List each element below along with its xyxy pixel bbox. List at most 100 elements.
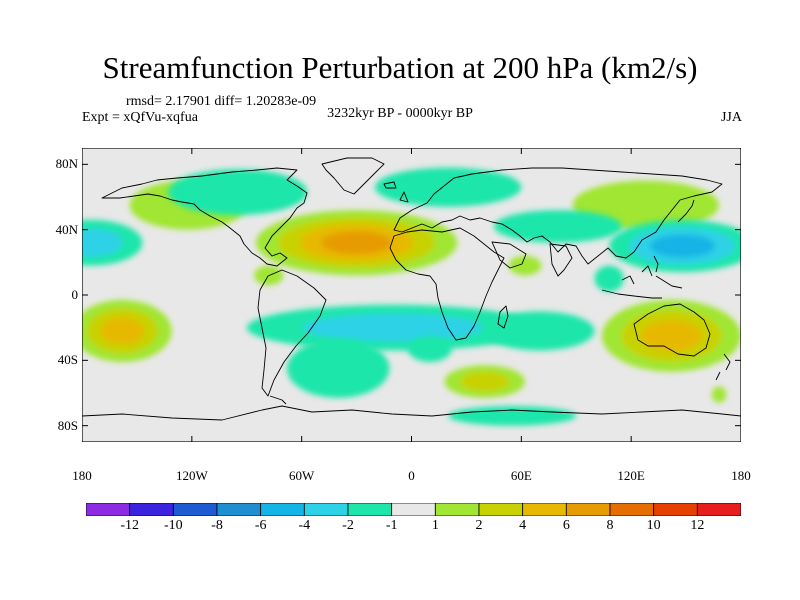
lon-label: 0 [408, 468, 415, 483]
contour-level-1 [508, 255, 542, 276]
anomaly-arabian-sea-high [508, 255, 542, 276]
colorbar-swatch [260, 503, 305, 516]
colorbar-label: -10 [163, 518, 183, 533]
colorbar-swatch [522, 503, 567, 516]
anomaly-indian-ocean-south-high [444, 365, 525, 398]
colorbar [86, 503, 741, 516]
colorbar-label: 6 [562, 518, 570, 533]
period-label: 3232kyr BP - 0000kyr BP [327, 106, 473, 121]
colorbar-label: 10 [646, 518, 661, 533]
contour-level-1 [484, 311, 595, 351]
coast-japan [677, 199, 695, 223]
lon-label: 180 [72, 468, 92, 483]
axis-ticks [82, 148, 741, 442]
colorbar-swatch [391, 503, 436, 516]
anomaly-west-pacific-low [594, 265, 624, 292]
coastlines [82, 157, 741, 421]
colorbar-label: 2 [475, 518, 483, 533]
colorbar-label: 8 [606, 518, 614, 533]
colorbar-label: -2 [342, 518, 354, 533]
contour-level-3 [649, 234, 715, 258]
colorbar-label: -1 [385, 518, 398, 533]
anomaly-south-atlantic-low [287, 339, 390, 398]
contour-level-1 [448, 406, 577, 426]
colorbar-label: -4 [298, 518, 311, 533]
colorbar-label: 12 [690, 518, 705, 533]
contour-level-4 [321, 231, 392, 255]
lat-label: 80S [57, 417, 78, 433]
coast-british-isles [383, 181, 409, 203]
contour-level-1 [407, 335, 452, 362]
colorbar-swatch [216, 503, 262, 516]
coast-philippines [653, 255, 659, 273]
contour-level-1 [493, 210, 623, 243]
colorbar-swatch [609, 503, 655, 516]
coast-arabia [491, 241, 527, 269]
colorbar-swatch [172, 503, 218, 516]
colorbar-swatch [478, 503, 524, 516]
coast-africa [389, 227, 505, 341]
coast-greenland [321, 157, 385, 195]
anomaly-north-atlantic-europe-low [374, 167, 522, 207]
colorbar-label: -12 [120, 518, 139, 533]
anomaly-africa-south-low [407, 335, 452, 362]
coast-australia [633, 303, 711, 357]
lat-label: 40S [57, 352, 78, 368]
streamfunction-map [82, 148, 741, 442]
coast-madagascar [497, 305, 509, 329]
rmsd-diff-stats: rmsd= 2.17901 diff= 1.20283e-09 [126, 94, 317, 109]
colorbar-swatch [347, 503, 393, 516]
coast-north-america [101, 167, 308, 267]
chart-title: Streamfunction Perturbation at 200 hPa (… [102, 50, 698, 85]
contour-level-2 [303, 313, 484, 342]
contour-level-1 [168, 169, 308, 215]
anomaly-south-pacific-high [82, 299, 172, 362]
contour-level-1 [711, 386, 727, 403]
colorbar-swatch [129, 503, 174, 516]
lat-label: 80N [55, 156, 78, 172]
contour-level-3 [640, 319, 703, 352]
anomaly-antarctic-low [448, 406, 577, 426]
anomaly-middle-east-low [493, 210, 623, 243]
experiment-label: Expt = xQfVu-xqfua [82, 110, 198, 125]
coast-indonesia [601, 265, 683, 299]
colorbar-label: 1 [431, 518, 439, 533]
anomaly-canada-low [168, 169, 308, 215]
coast-south-america [257, 269, 327, 397]
anomaly-tasman-small-high [711, 386, 727, 403]
anomaly-indian-southwest-low [484, 311, 595, 351]
contour-level-2 [82, 228, 123, 257]
coast-india [549, 243, 573, 277]
anomaly-pacific-jet-low [82, 219, 143, 266]
contour-level-1 [374, 167, 522, 207]
coast-new-zealand [715, 353, 731, 381]
lon-label: 120E [617, 468, 645, 483]
lat-label: 40N [55, 221, 78, 237]
colorbar-label: 4 [519, 518, 527, 533]
coast-antarctica [82, 405, 741, 421]
season-label: JJA [720, 110, 742, 125]
coast-eurasia [393, 167, 723, 265]
colorbar-swatch [696, 503, 741, 516]
anomaly-australia-high [601, 299, 741, 372]
contour-level-1 [594, 265, 624, 292]
colorbar-swatch [86, 503, 131, 516]
colorbar-swatch [653, 503, 698, 516]
lon-label: 120W [175, 468, 208, 483]
lat-label: 0 [71, 287, 79, 302]
colorbar-swatch [565, 503, 611, 516]
anomaly-atlantic-africa-high [255, 210, 458, 276]
contour-level-2 [459, 371, 510, 392]
lon-label: 60E [510, 468, 532, 483]
colorbar-swatch [434, 503, 480, 516]
lon-label: 60W [289, 468, 315, 483]
colorbar-label: -6 [254, 518, 267, 533]
lon-label: 180 [731, 468, 751, 483]
contour-level-1 [287, 339, 390, 398]
colorbar-label: -8 [211, 518, 223, 533]
contour-level-3 [100, 317, 145, 345]
anomaly-field [82, 167, 741, 426]
colorbar-swatch [303, 503, 349, 516]
coast-tierra-del-fuego [269, 395, 287, 405]
anomaly-east-asia-pacific-low [609, 219, 741, 273]
